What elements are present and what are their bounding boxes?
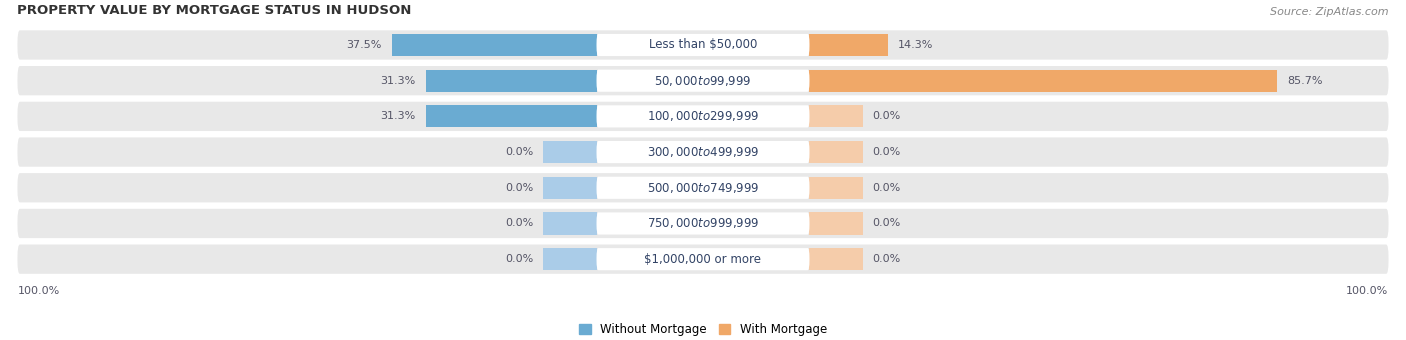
Text: $750,000 to $999,999: $750,000 to $999,999 xyxy=(647,217,759,231)
Bar xyxy=(810,248,863,270)
FancyBboxPatch shape xyxy=(596,248,810,270)
Text: 100.0%: 100.0% xyxy=(17,286,59,296)
FancyBboxPatch shape xyxy=(17,173,1389,202)
Text: 0.0%: 0.0% xyxy=(505,254,533,264)
Bar xyxy=(543,177,596,199)
FancyBboxPatch shape xyxy=(17,66,1389,95)
Text: PROPERTY VALUE BY MORTGAGE STATUS IN HUDSON: PROPERTY VALUE BY MORTGAGE STATUS IN HUD… xyxy=(17,4,412,17)
Text: Source: ZipAtlas.com: Source: ZipAtlas.com xyxy=(1270,7,1389,17)
Text: 0.0%: 0.0% xyxy=(873,254,901,264)
Text: $500,000 to $749,999: $500,000 to $749,999 xyxy=(647,181,759,195)
Text: 0.0%: 0.0% xyxy=(873,219,901,228)
Text: 0.0%: 0.0% xyxy=(873,183,901,193)
FancyBboxPatch shape xyxy=(596,105,810,128)
Text: 31.3%: 31.3% xyxy=(381,76,416,86)
Bar xyxy=(426,105,596,128)
Bar xyxy=(810,141,863,163)
Bar xyxy=(392,34,596,56)
Legend: Without Mortgage, With Mortgage: Without Mortgage, With Mortgage xyxy=(579,323,827,336)
Text: 85.7%: 85.7% xyxy=(1286,76,1323,86)
FancyBboxPatch shape xyxy=(596,70,810,92)
Text: 0.0%: 0.0% xyxy=(505,219,533,228)
FancyBboxPatch shape xyxy=(596,34,810,56)
Bar xyxy=(810,177,863,199)
Text: 0.0%: 0.0% xyxy=(505,147,533,157)
FancyBboxPatch shape xyxy=(17,102,1389,131)
Bar xyxy=(543,212,596,235)
Text: 100.0%: 100.0% xyxy=(1347,286,1389,296)
FancyBboxPatch shape xyxy=(17,137,1389,167)
Bar xyxy=(543,248,596,270)
Bar xyxy=(426,70,596,92)
Text: 0.0%: 0.0% xyxy=(505,183,533,193)
Text: $300,000 to $499,999: $300,000 to $499,999 xyxy=(647,145,759,159)
Bar xyxy=(810,70,1277,92)
FancyBboxPatch shape xyxy=(17,30,1389,60)
FancyBboxPatch shape xyxy=(596,141,810,163)
Text: $100,000 to $299,999: $100,000 to $299,999 xyxy=(647,109,759,123)
Bar xyxy=(810,34,887,56)
Bar xyxy=(810,105,863,128)
Text: 0.0%: 0.0% xyxy=(873,147,901,157)
FancyBboxPatch shape xyxy=(596,212,810,235)
FancyBboxPatch shape xyxy=(17,244,1389,274)
Text: 31.3%: 31.3% xyxy=(381,112,416,121)
Text: 14.3%: 14.3% xyxy=(897,40,934,50)
Text: $1,000,000 or more: $1,000,000 or more xyxy=(644,253,762,266)
Bar xyxy=(543,141,596,163)
Text: 0.0%: 0.0% xyxy=(873,112,901,121)
FancyBboxPatch shape xyxy=(17,209,1389,238)
Bar xyxy=(810,212,863,235)
FancyBboxPatch shape xyxy=(596,177,810,199)
Text: Less than $50,000: Less than $50,000 xyxy=(648,38,758,51)
Text: $50,000 to $99,999: $50,000 to $99,999 xyxy=(654,74,752,88)
Text: 37.5%: 37.5% xyxy=(346,40,382,50)
